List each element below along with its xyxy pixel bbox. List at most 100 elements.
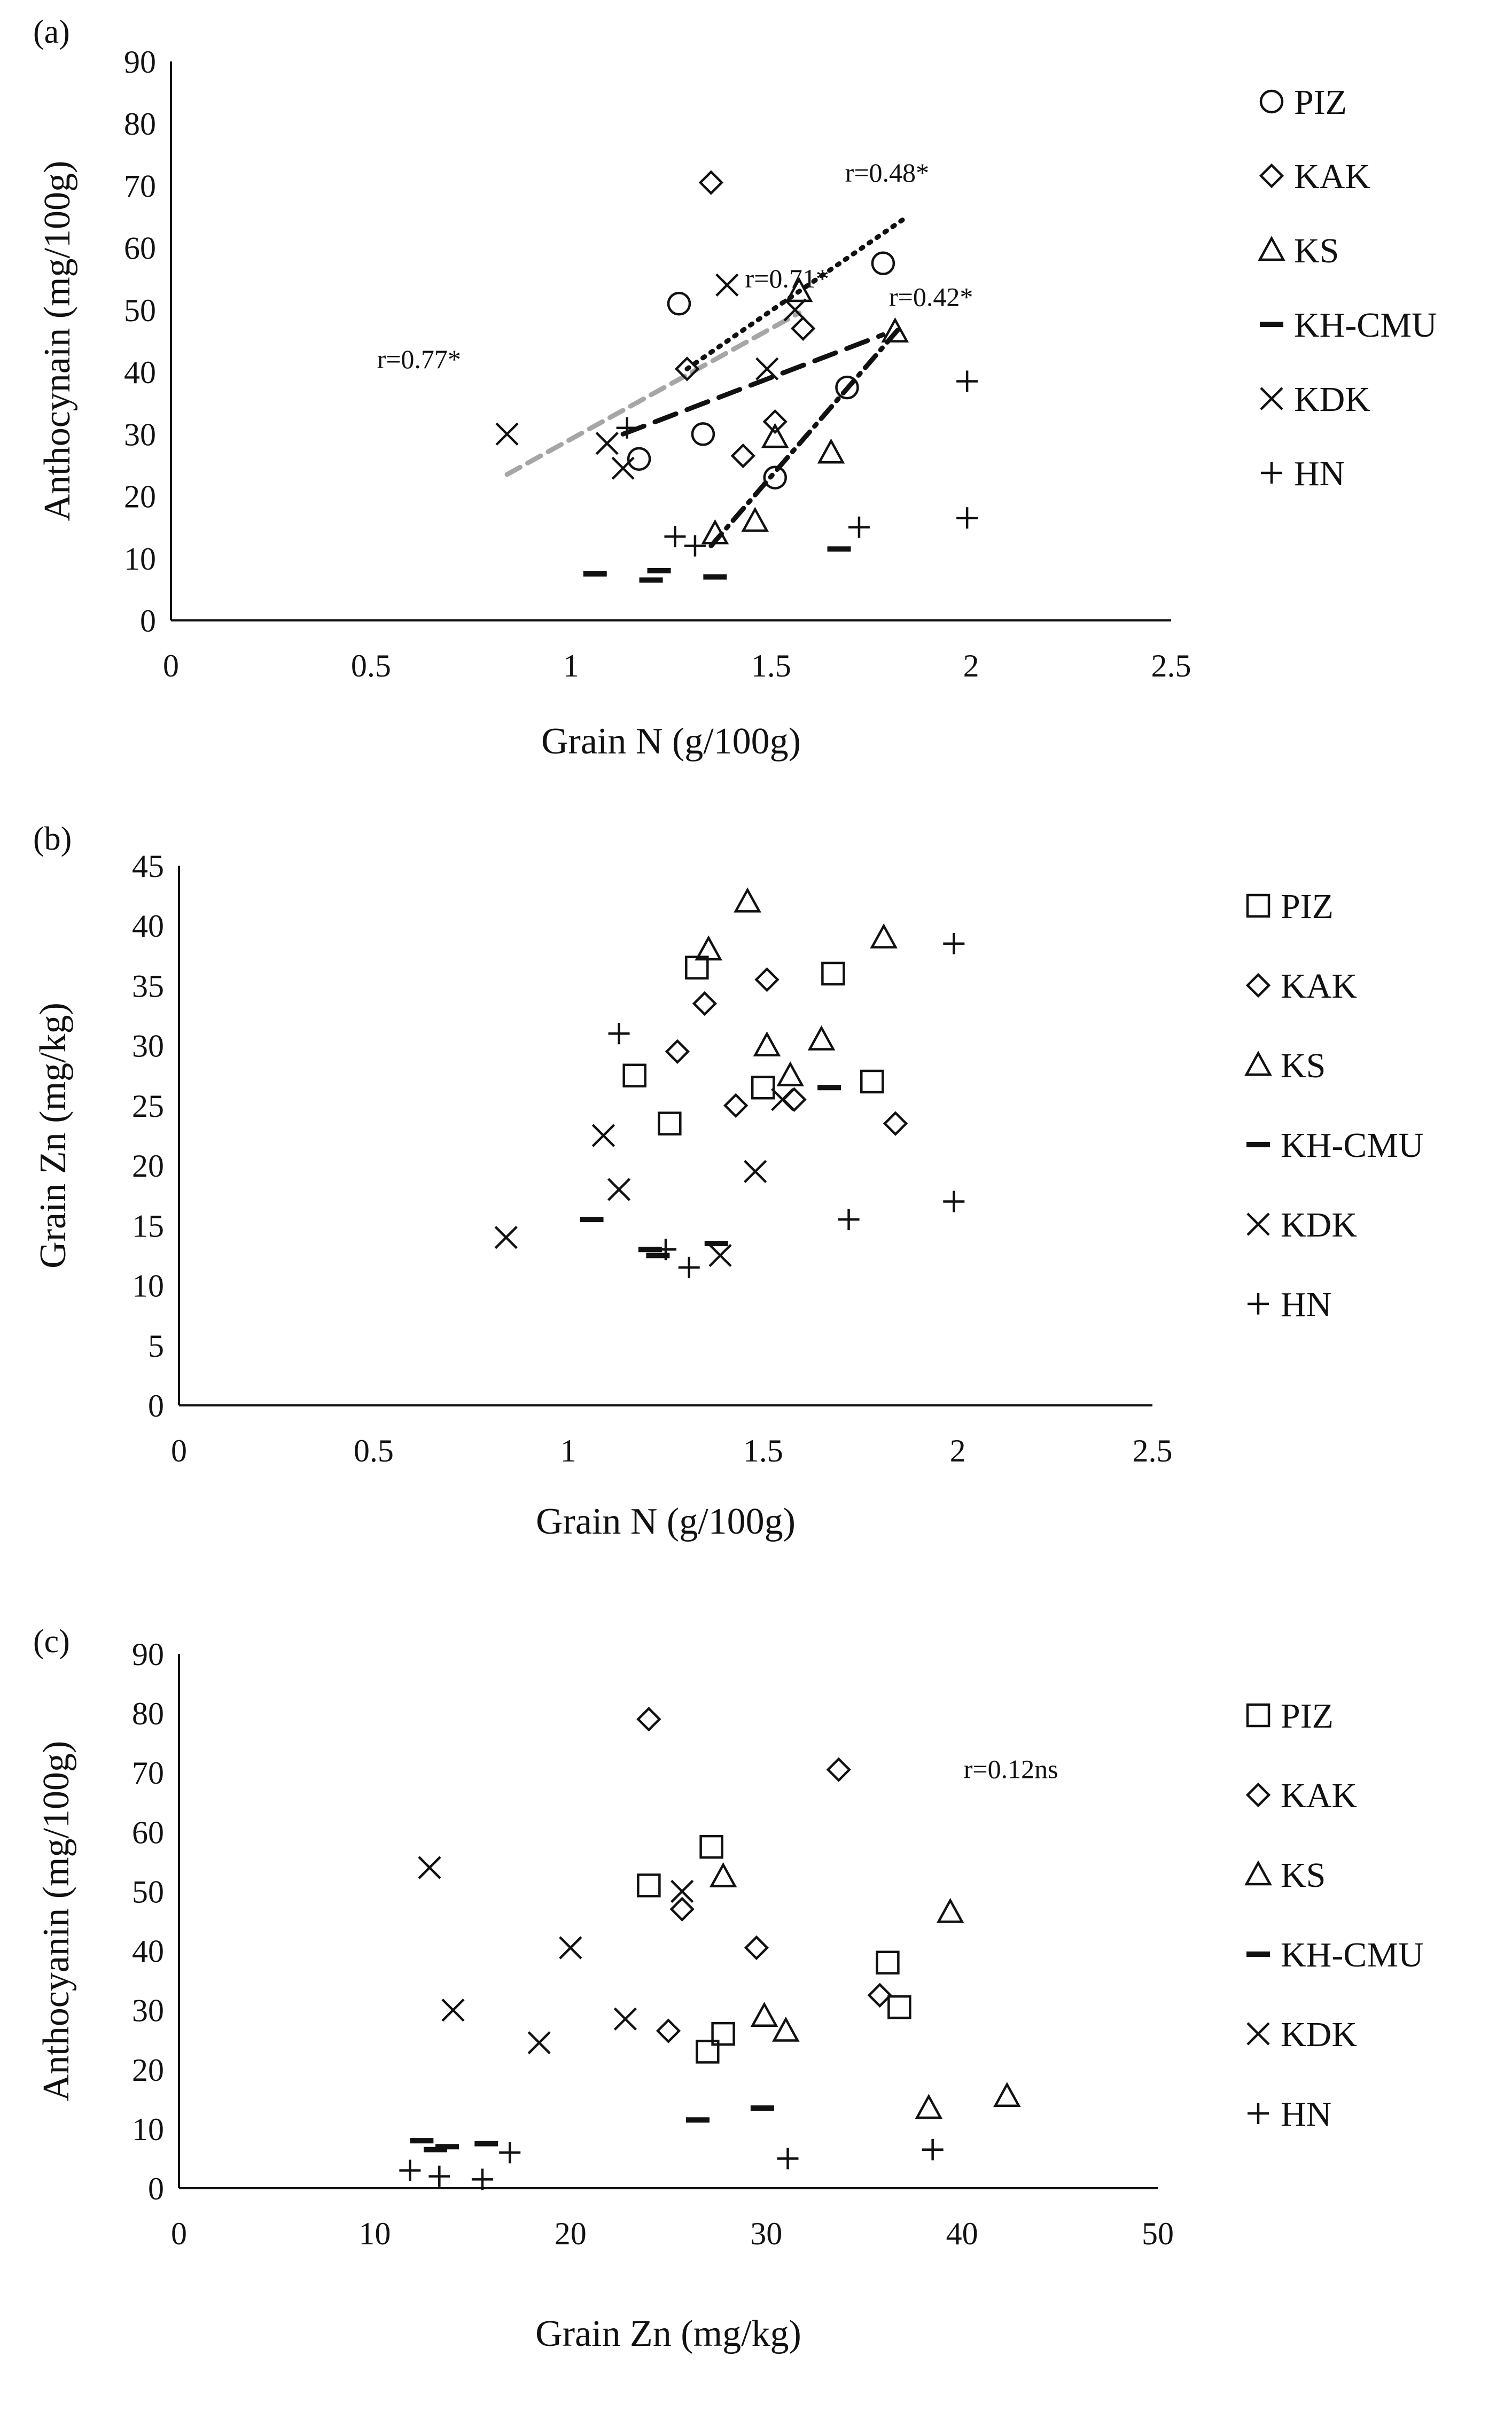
legend-label: HN [1281,2095,1331,2134]
chart-panel-b: (b) 0 5 10 15 20 25 30 35 40 45 0 0.5 1 1.5 2 2.5 Grai… [33,821,1424,1542]
point-hn-plus [838,1209,860,1231]
legend-item-hn: HN [1248,1285,1331,1324]
y-tick-label: 10 [132,1269,164,1304]
point-ks-triangle [734,887,761,913]
y-tick-label: 90 [132,1637,164,1672]
data-points-a [495,170,978,583]
legend-item-piz: PIZ [1259,83,1347,122]
legend-marker-diamond [1245,1782,1271,1808]
y-tick-label: 10 [132,2112,164,2147]
plot-area-a: 0 10 20 30 40 50 60 70 80 90 0 0.5 1 1.5 2 2.5 r=0.48*… [124,44,1191,683]
x-tick-label: 2 [950,1433,966,1468]
correlation-annotation: r=0.12ns [964,1754,1058,1784]
legend-label: KH-CMU [1281,1126,1424,1165]
legend-marker-square [1246,1703,1271,1728]
point-kak-diamond [744,1935,769,1961]
legend-item-ks: KS [1244,1046,1326,1085]
point-kak-diamond [692,991,718,1016]
point-kdk-x [559,1936,582,1960]
x-axis-title-a: Grain N (g/100g) [541,721,801,762]
annotations-c: r=0.12ns [964,1754,1058,1784]
x-tick-label: 1 [563,648,579,683]
point-kak-diamond [883,1111,908,1136]
point-kdk-x [607,1178,631,1201]
point-kdk-x [744,1160,767,1183]
legend-item-kak: KAK [1245,1776,1357,1815]
legend-label: PIZ [1281,887,1334,926]
y-tick-label: 40 [132,1934,164,1969]
point-hn-plus [922,2139,944,2160]
legend-c: PIZ KAK KS KH-CMU KDK HN [1244,1697,1424,2134]
point-ks-triangle [695,935,722,961]
point-hn-plus [471,2168,493,2190]
legend-label: KH-CMU [1294,306,1437,345]
point-kak-diamond [790,316,816,341]
point-hn-plus [777,2148,799,2170]
point-kdk-x [527,2031,551,2055]
y-tick-label: 80 [132,1696,164,1731]
point-hn-plus [956,507,978,529]
point-piz-square [699,1834,723,1859]
point-kak-diamond [698,170,724,195]
legend-label: KAK [1294,157,1370,196]
legend-label: KH-CMU [1281,1935,1424,1974]
point-ks-triangle [936,1898,964,1923]
annotations-a: r=0.48* r=0.71* r=0.42* r=0.77* [377,158,973,374]
y-tick-label: 40 [124,355,156,390]
legend-item-hn: HN [1248,2095,1331,2134]
point-hn-plus [848,516,870,538]
plot-area-b: 0 5 10 15 20 25 30 35 40 45 0 0.5 1 1.5 2 2.5 [132,849,1173,1468]
x-tick-label: 40 [946,2216,978,2251]
legend-item-kdk: KDK [1246,1206,1357,1245]
correlation-annotation: r=0.42* [889,282,973,312]
y-tick-label: 0 [140,603,156,639]
point-ks-triangle [750,2002,778,2027]
point-hn-plus [399,2159,421,2181]
legend-item-piz: PIZ [1246,887,1334,926]
legend-marker-plus [1248,2103,1269,2124]
point-kdk-x [441,1999,465,2022]
legend-item-kh-cmu: KH-CMU [1246,1126,1424,1165]
correlation-annotation: r=0.48* [845,158,929,188]
y-tick-labels-b: 0 5 10 15 20 25 30 35 40 45 [132,849,164,1424]
y-tick-label: 25 [132,1089,164,1124]
legend-marker-plus [1261,462,1282,484]
legend-item-kak: KAK [1259,157,1370,196]
point-kak-diamond [665,1039,690,1064]
point-piz-square [658,1111,682,1136]
y-tick-label: 60 [132,1815,164,1850]
point-hn-plus [943,1191,965,1212]
x-tick-labels-c: 0 10 20 30 40 50 [171,2216,1174,2251]
point-piz-circle [871,251,895,275]
point-ks-triangle [741,507,769,532]
point-kak-diamond [669,1896,695,1922]
panel-label-b: (b) [33,821,72,857]
point-piz-circle [835,375,859,400]
legend-item-kdk: KDK [1260,380,1370,419]
point-piz-square [821,961,845,986]
x-tick-label: 2.5 [1133,1433,1173,1468]
x-tick-labels-a: 0 0.5 1 1.5 2 2.5 [163,648,1191,683]
point-piz-circle [667,292,691,316]
y-tick-label: 90 [124,44,156,80]
legend-label: KDK [1294,380,1370,419]
point-hn-plus [956,370,978,392]
x-tick-label: 50 [1142,2216,1174,2251]
point-hn-plus [616,417,638,439]
y-tick-label: 15 [132,1208,164,1243]
x-tick-label: 0 [171,1433,187,1468]
point-kak-diamond [636,1707,661,1732]
correlation-annotation: r=0.71* [745,263,829,293]
point-kak-diamond [762,409,788,434]
legend-label: KS [1294,231,1339,270]
x-tick-label: 0 [163,648,179,683]
point-ks-triangle [993,2082,1021,2108]
y-axis-title-c: Anthocyanin (mg/100g) [36,1741,77,2102]
point-kak-diamond [674,356,700,382]
legend-marker-square [1246,893,1271,918]
point-kak-diamond [826,1757,851,1782]
legend-marker-x [1246,2022,1270,2046]
x-tick-label: 20 [555,2216,587,2251]
legend-marker-triangle [1258,236,1285,261]
y-axis-title-b: Grain Zn (mg/kg) [33,1002,74,1269]
